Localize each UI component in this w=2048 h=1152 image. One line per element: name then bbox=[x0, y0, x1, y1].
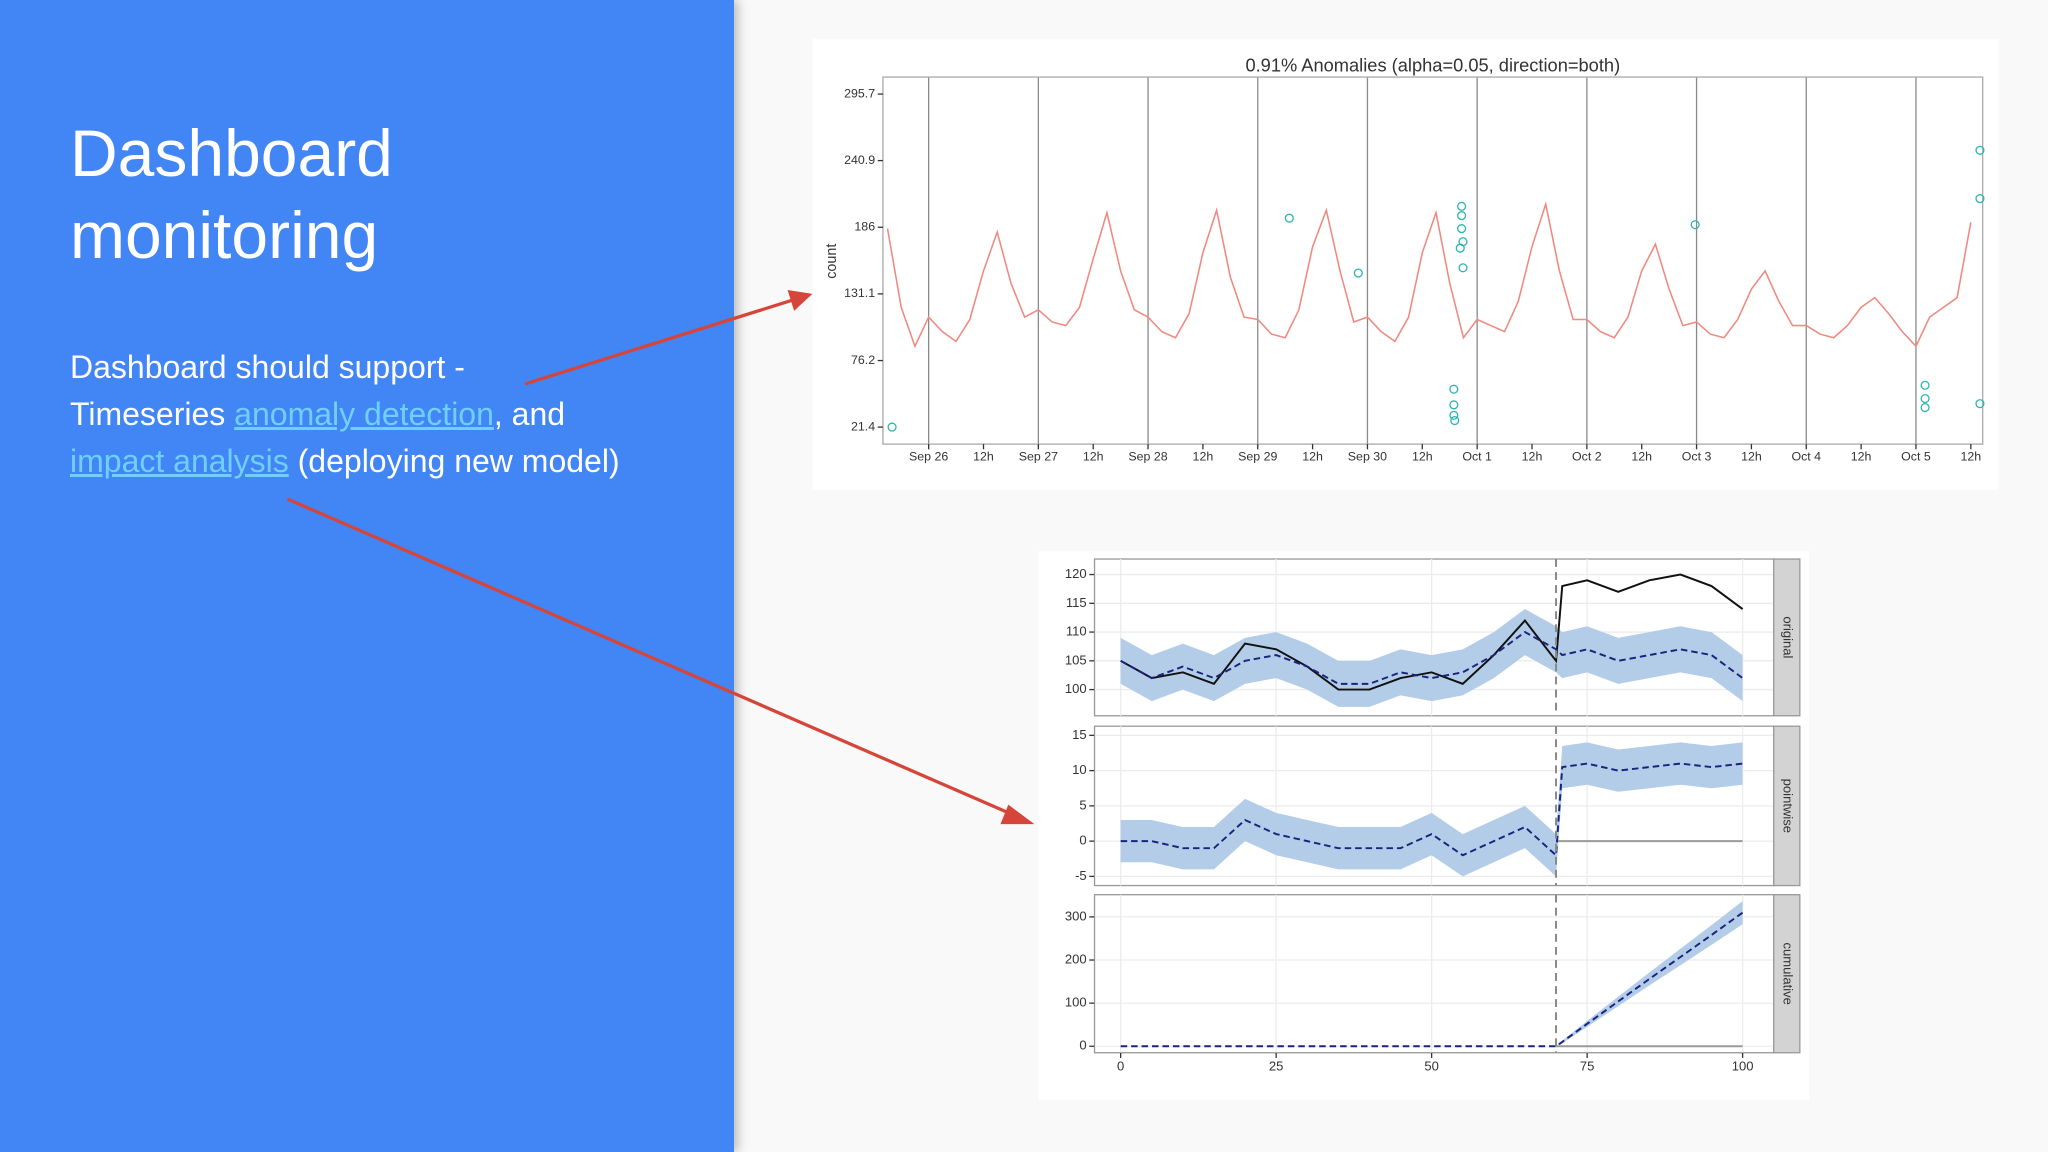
link[interactable]: impact analysis bbox=[70, 443, 289, 479]
y-axis-label: count bbox=[824, 244, 840, 279]
anomaly-point bbox=[1449, 410, 1459, 420]
y-tick-label: 15 bbox=[1072, 727, 1087, 742]
x-tick-label: 12h bbox=[1083, 449, 1104, 463]
series-line bbox=[886, 201, 1972, 349]
anomaly-point bbox=[1450, 415, 1460, 426]
anomaly-point bbox=[1975, 194, 1985, 204]
y-tick-label: 76.2 bbox=[851, 353, 875, 367]
confidence-band bbox=[1120, 742, 1743, 877]
y-tick-label: 295.7 bbox=[844, 86, 875, 100]
y-tick-label: 21.4 bbox=[851, 419, 875, 433]
body-text: Timeseries bbox=[70, 396, 226, 432]
arrow-head bbox=[787, 289, 813, 311]
x-tick-label: 75 bbox=[1580, 1059, 1595, 1074]
x-tick-label: Oct 2 bbox=[1572, 449, 1602, 463]
strip bbox=[1773, 558, 1801, 717]
predicted-line bbox=[1120, 762, 1743, 858]
x-tick-label: Sep 29 bbox=[1238, 449, 1277, 463]
anomaly-point bbox=[1284, 213, 1294, 223]
x-tick-label: 12h bbox=[1851, 449, 1872, 463]
x-tick-label: Oct 5 bbox=[1901, 449, 1931, 463]
y-tick-label: 300 bbox=[1065, 908, 1087, 923]
confidence-band bbox=[1120, 609, 1743, 707]
x-tick-label: 12h bbox=[1741, 449, 1762, 463]
body-text: (deploying new model) bbox=[297, 443, 620, 479]
strip bbox=[1773, 894, 1801, 1054]
anomaly-point bbox=[1920, 393, 1930, 404]
x-tick-label: Sep 26 bbox=[909, 449, 948, 463]
x-tick-label: 12h bbox=[1412, 449, 1433, 463]
y-tick-label: 131.1 bbox=[844, 286, 875, 300]
body-text: Dashboard should support - bbox=[70, 349, 465, 385]
y-tick-label: 240.9 bbox=[844, 153, 875, 167]
anomaly-point bbox=[1920, 380, 1930, 390]
chart-title: 0.91% Anomalies (alpha=0.05, direction=b… bbox=[1245, 54, 1620, 75]
chart-background bbox=[812, 39, 1999, 490]
y-tick-label: 186 bbox=[854, 220, 875, 234]
anomaly-point bbox=[1457, 224, 1467, 234]
actual-line bbox=[1120, 573, 1744, 691]
slide-body: Dashboard should support - Timeseries an… bbox=[70, 344, 750, 485]
y-tick-label: 100 bbox=[1065, 681, 1087, 696]
y-tick-label: 110 bbox=[1066, 624, 1087, 639]
anomaly-point bbox=[1920, 402, 1930, 413]
x-tick-label: Sep 27 bbox=[1019, 449, 1058, 463]
anomaly-point bbox=[1457, 211, 1467, 221]
anomaly-point bbox=[1458, 263, 1468, 273]
y-tick-label: 5 bbox=[1079, 797, 1086, 812]
x-tick-label: Sep 28 bbox=[1128, 449, 1167, 463]
predicted-line bbox=[1120, 630, 1744, 685]
body-text: , and bbox=[493, 396, 566, 432]
arrow bbox=[286, 497, 1015, 817]
x-tick-label: 12h bbox=[1960, 449, 1981, 463]
x-tick-label: Oct 3 bbox=[1682, 449, 1712, 463]
strip-label: cumulative bbox=[1780, 943, 1795, 1005]
y-tick-label: 10 bbox=[1072, 762, 1087, 777]
anomaly-point bbox=[887, 422, 897, 432]
slide-title: Dashboard monitoring bbox=[70, 116, 393, 272]
x-tick-label: 12h bbox=[1193, 449, 1214, 463]
strip-label: original bbox=[1780, 616, 1795, 658]
arrows bbox=[286, 289, 1035, 825]
x-tick-label: 12h bbox=[1302, 449, 1323, 463]
anomaly-point bbox=[1690, 220, 1700, 230]
x-tick-label: 0 bbox=[1117, 1059, 1124, 1074]
x-tick-label: 25 bbox=[1269, 1059, 1284, 1074]
plot-border bbox=[882, 76, 1984, 445]
y-tick-label: 0 bbox=[1079, 1038, 1086, 1053]
y-tick-label: 0 bbox=[1079, 833, 1086, 848]
y-tick-label: 120 bbox=[1065, 566, 1087, 581]
x-tick-label: 12h bbox=[1522, 449, 1543, 463]
y-tick-label: -5 bbox=[1075, 868, 1087, 883]
x-tick-label: Oct 1 bbox=[1462, 449, 1492, 463]
strip bbox=[1773, 725, 1801, 887]
x-tick-label: Oct 4 bbox=[1791, 449, 1821, 463]
link[interactable]: anomaly detection bbox=[234, 396, 494, 432]
arrow-head bbox=[1000, 804, 1035, 825]
x-tick-label: 12h bbox=[973, 449, 994, 463]
panel-background bbox=[1093, 894, 1775, 1054]
arrow bbox=[524, 298, 792, 386]
x-tick-label: 50 bbox=[1424, 1059, 1439, 1074]
anomaly-point bbox=[1449, 384, 1459, 394]
y-tick-label: 105 bbox=[1065, 652, 1087, 667]
anomaly-point bbox=[1457, 201, 1467, 211]
strip-label: pointwise bbox=[1780, 779, 1795, 833]
anomaly-point bbox=[1975, 145, 1985, 155]
x-tick-label: 12h bbox=[1631, 449, 1652, 463]
x-tick-label: 100 bbox=[1732, 1059, 1754, 1074]
y-tick-label: 200 bbox=[1065, 951, 1087, 966]
y-tick-label: 115 bbox=[1066, 595, 1087, 610]
x-tick-label: Sep 30 bbox=[1348, 449, 1387, 463]
anomaly-point bbox=[1975, 399, 1985, 409]
anomaly-point bbox=[1353, 268, 1363, 278]
predicted-line bbox=[1120, 911, 1744, 1048]
y-tick-label: 100 bbox=[1065, 995, 1087, 1010]
anomaly-point bbox=[1455, 243, 1465, 253]
sidebar: Dashboard monitoring Dashboard should su… bbox=[0, 0, 734, 1152]
anomaly-point bbox=[1449, 400, 1459, 410]
